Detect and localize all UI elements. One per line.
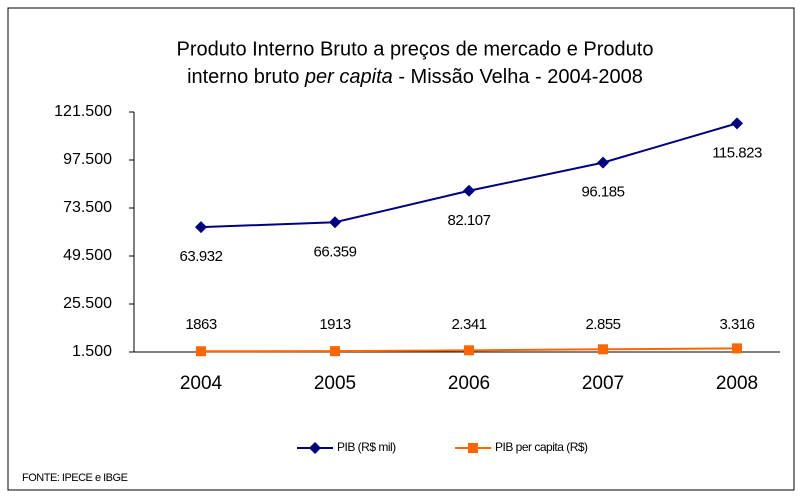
title-part: per capita — [304, 66, 393, 88]
x-tick-label: 2006 — [448, 373, 490, 394]
y-tick-label: 121.500 — [54, 103, 112, 120]
data-point — [464, 345, 474, 356]
data-label: 2.341 — [451, 316, 486, 333]
data-label: 63.932 — [180, 248, 223, 265]
data-label: 82.107 — [448, 212, 491, 229]
data-point — [330, 346, 340, 357]
data-point — [597, 156, 609, 169]
legend-marker — [468, 443, 478, 453]
title-part: - Missão Velha - 2004-2008 — [393, 66, 643, 88]
data-point — [196, 346, 206, 357]
y-tick-label: 49.500 — [63, 247, 112, 264]
data-point — [195, 221, 207, 234]
data-label: 3.316 — [719, 316, 754, 333]
legend-label: PIB per capita (R$) — [495, 440, 588, 454]
data-point — [732, 343, 742, 354]
chart-title: interno bruto per capita - Missão Velha … — [187, 66, 643, 88]
chart-frame — [7, 7, 795, 491]
data-point — [731, 117, 743, 130]
data-point — [329, 216, 341, 229]
x-tick-label: 2005 — [314, 373, 356, 394]
y-tick-label: 1.500 — [72, 343, 112, 360]
data-label: 1863 — [185, 316, 217, 333]
data-label: 2.855 — [585, 316, 620, 333]
data-point — [463, 184, 475, 197]
legend-label: PIB (R$ mil) — [337, 440, 396, 454]
y-tick-label: 73.500 — [63, 199, 112, 216]
data-label: 66.359 — [314, 243, 357, 260]
source-note: FONTE: IPECE e IBGE — [22, 472, 128, 484]
data-label: 1913 — [319, 316, 351, 333]
x-tick-label: 2004 — [180, 373, 223, 394]
y-tick-label: 97.500 — [63, 151, 112, 168]
x-tick-label: 2008 — [716, 373, 758, 394]
y-tick-label: 25.500 — [63, 295, 112, 312]
chart-title: Produto Interno Bruto a preços de mercad… — [177, 38, 654, 60]
data-point — [598, 344, 608, 355]
x-tick-label: 2007 — [582, 373, 624, 394]
legend-marker — [309, 442, 321, 454]
data-label: 115.823 — [712, 144, 762, 161]
title-part: interno bruto — [187, 66, 305, 88]
data-label: 96.185 — [582, 184, 625, 201]
